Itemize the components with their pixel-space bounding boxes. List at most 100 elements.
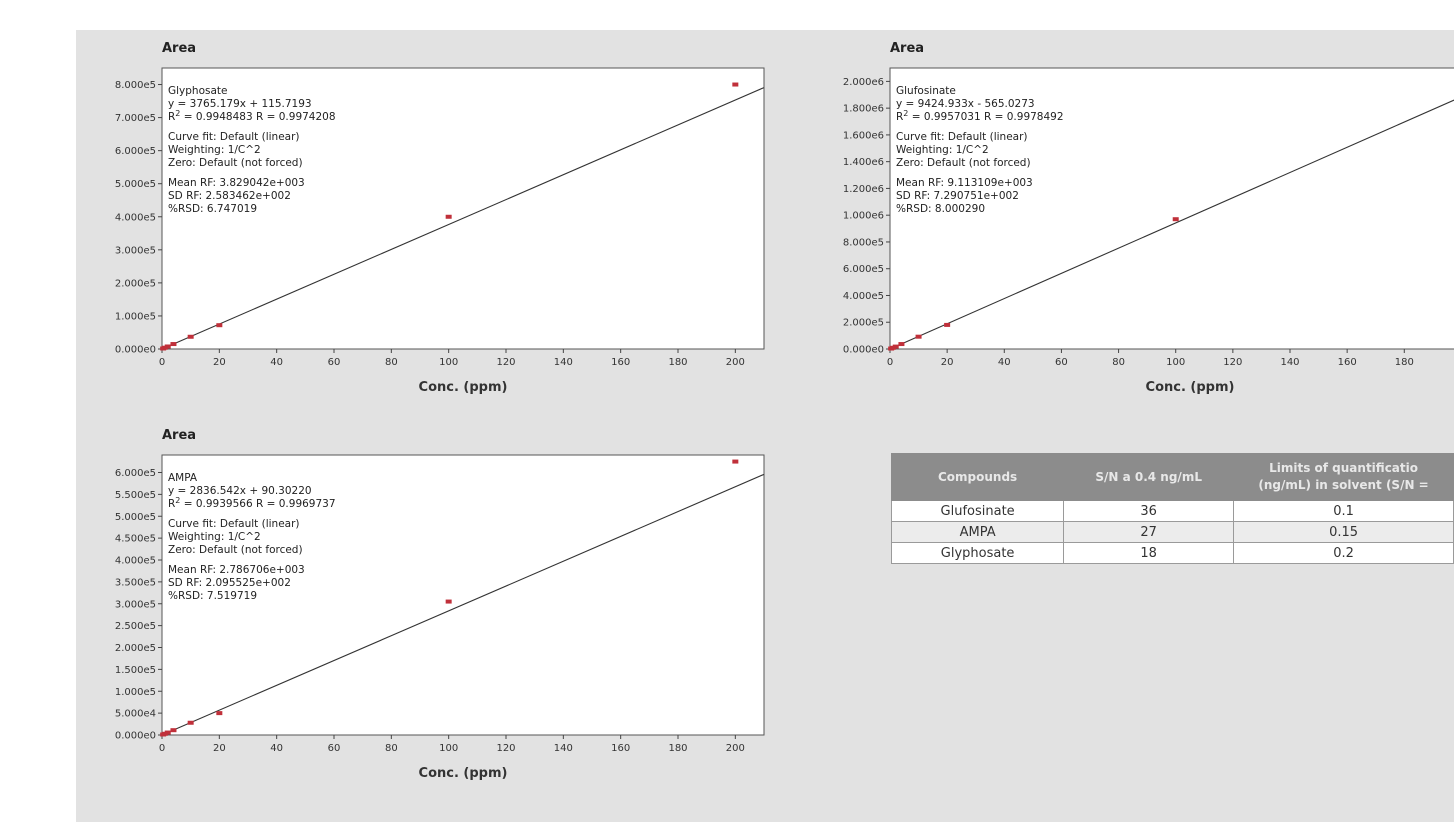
x-tick-label: 160 [611, 357, 630, 368]
data-point [892, 344, 899, 349]
table-row: Glyphosate 18 0.2 [890, 542, 1454, 564]
y-tick-label: 2.500e5 [115, 621, 156, 632]
glyphosate-calibration-chart: Area 0.000e0 1.000e5 2.000e5 3.000e5 4.000e5 5… [115, 41, 765, 395]
rsd-text: %RSD: 7.519719 [168, 590, 257, 602]
y-tick-label: 2.000e5 [843, 318, 884, 329]
y-tick-label: 1.800e6 [843, 104, 884, 115]
y-tick-label: 1.000e6 [843, 211, 884, 222]
mean-rf-text: Mean RF: 2.786706e+003 [168, 564, 305, 576]
header-loq: Limits of quantificatio (ng/mL) in solve… [1233, 453, 1454, 501]
x-axis-title: Conc. (ppm) [1146, 380, 1235, 395]
data-point [1172, 217, 1179, 222]
table-cell: 0.15 [1233, 521, 1454, 543]
y-tick-label: 1.000e5 [115, 687, 156, 698]
x-tick-label: 100 [439, 743, 458, 754]
x-tick-label: 20 [213, 357, 226, 368]
table-row: Glufosinate 36 0.1 [890, 500, 1454, 522]
fit-line [889, 99, 1454, 350]
data-point [170, 728, 177, 733]
zero-text: Zero: Default (not forced) [168, 544, 303, 556]
x-tick-label: 180 [668, 357, 687, 368]
y-tick-label: 5.000e5 [115, 512, 156, 523]
weighting-text: Weighting: 1/C^2 [168, 144, 261, 156]
y-tick-label: 6.000e5 [115, 468, 156, 479]
y-tick-label: 2.000e5 [115, 643, 156, 654]
data-point [216, 711, 223, 716]
curve-fit-text: Curve fit: Default (linear) [168, 518, 300, 530]
table-header-row: Compounds S/N a 0.4 ng/mL Limits of quan… [890, 453, 1454, 501]
header-compounds: Compounds [890, 453, 1065, 501]
y-tick-label: 3.500e5 [115, 577, 156, 588]
y-tick-label: 0.000e0 [115, 345, 156, 356]
r-squared-text: R2 = 0.9939566 R = 0.9969737 [168, 496, 336, 510]
x-tick-label: 120 [496, 743, 515, 754]
table-cell: 0.1 [1233, 500, 1454, 522]
y-tick-label: 4.000e5 [115, 212, 156, 223]
y-tick-label: 4.000e5 [115, 556, 156, 567]
table-row: AMPA 27 0.15 [890, 521, 1454, 543]
x-tick-label: 120 [496, 357, 515, 368]
rsd-text: %RSD: 8.000290 [896, 203, 985, 215]
table-cell: 36 [1063, 500, 1235, 522]
x-tick-label: 180 [668, 743, 687, 754]
regression-equation: y = 9424.933x - 565.0273 [896, 98, 1035, 110]
y-tick-label: 8.000e5 [115, 80, 156, 91]
x-axis-title: Conc. (ppm) [419, 766, 508, 781]
x-tick-label: 60 [328, 357, 341, 368]
data-point [732, 459, 739, 464]
sd-rf-text: SD RF: 2.583462e+002 [168, 190, 291, 202]
data-point [915, 334, 922, 339]
header-sn: S/N a 0.4 ng/mL [1063, 453, 1235, 501]
y-tick-label: 2.000e5 [115, 278, 156, 289]
y-axis-title: Area [890, 41, 924, 56]
x-tick-label: 100 [439, 357, 458, 368]
data-point [898, 342, 905, 347]
x-tick-label: 40 [270, 743, 283, 754]
plot-area [889, 67, 1454, 350]
plot-area [161, 67, 765, 350]
table-cell: AMPA [890, 521, 1065, 543]
x-tick-label: 80 [385, 357, 398, 368]
fit-line [161, 473, 765, 736]
compound-name: Glyphosate [168, 85, 228, 97]
x-tick-label: 60 [328, 743, 341, 754]
sd-rf-text: SD RF: 7.290751e+002 [896, 190, 1019, 202]
x-tick-label: 120 [1223, 357, 1242, 368]
weighting-text: Weighting: 1/C^2 [896, 144, 989, 156]
r-squared-text: R2 = 0.9957031 R = 0.9978492 [896, 109, 1064, 123]
x-tick-label: 140 [554, 743, 573, 754]
quantification-limits-table: Compounds S/N a 0.4 ng/mL Limits of quan… [890, 453, 1454, 564]
table-cell: 18 [1063, 542, 1235, 564]
y-tick-label: 8.000e5 [843, 237, 884, 248]
x-tick-label: 20 [213, 743, 226, 754]
y-tick-label: 5.500e5 [115, 490, 156, 501]
y-tick-label: 4.000e5 [843, 291, 884, 302]
y-tick-label: 1.200e6 [843, 184, 884, 195]
y-tick-label: 2.000e6 [843, 77, 884, 88]
data-point [944, 322, 951, 327]
y-axis-title: Area [162, 41, 196, 56]
y-tick-label: 1.600e6 [843, 130, 884, 141]
x-tick-label: 40 [998, 357, 1011, 368]
table-cell: 0.2 [1233, 542, 1454, 564]
curve-fit-text: Curve fit: Default (linear) [896, 131, 1028, 143]
data-point [445, 599, 452, 604]
table-cell: Glyphosate [890, 542, 1065, 564]
compound-name: Glufosinate [896, 85, 956, 97]
x-tick-label: 60 [1055, 357, 1068, 368]
mean-rf-text: Mean RF: 9.113109e+003 [896, 177, 1033, 189]
zero-text: Zero: Default (not forced) [896, 157, 1031, 169]
y-tick-label: 1.000e5 [115, 311, 156, 322]
compound-name: AMPA [168, 472, 198, 484]
x-tick-label: 100 [1166, 357, 1185, 368]
y-tick-label: 3.000e5 [115, 245, 156, 256]
x-tick-label: 80 [1112, 357, 1125, 368]
ampa-calibration-chart: Area 0.000e0 5.000e4 1.000e5 1.500e5 2.000e5 2… [115, 428, 765, 781]
y-tick-label: 5.000e5 [115, 179, 156, 190]
regression-equation: y = 2836.542x + 90.30220 [168, 485, 312, 497]
data-point [216, 323, 223, 328]
mean-rf-text: Mean RF: 3.829042e+003 [168, 177, 305, 189]
header-loq-line1: Limits of quantificatio [1269, 461, 1418, 475]
data-point [164, 730, 171, 735]
weighting-text: Weighting: 1/C^2 [168, 531, 261, 543]
